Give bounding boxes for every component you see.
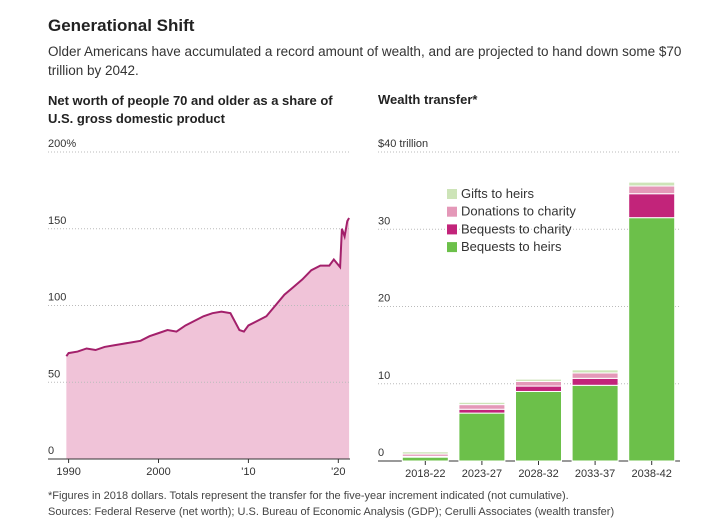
bar-segment bbox=[458, 408, 506, 414]
y-tick-label: 20 bbox=[378, 293, 390, 305]
y-tick-label: 150 bbox=[48, 215, 66, 227]
subtitle: Older Americans have accumulated a recor… bbox=[48, 44, 682, 78]
bar-segment bbox=[515, 390, 562, 462]
bar-segment bbox=[458, 412, 506, 462]
legend-swatch bbox=[447, 189, 457, 199]
bar-segment bbox=[571, 369, 619, 374]
title: Generational Shift bbox=[48, 16, 195, 35]
bar-segment bbox=[515, 380, 562, 387]
area bbox=[66, 218, 350, 459]
left-chart-title: Net worth of people 70 and older as a sh… bbox=[48, 93, 333, 126]
y-tick-label: 10 bbox=[378, 370, 390, 382]
x-tick-label: 2033-37 bbox=[575, 468, 615, 480]
bar-segment bbox=[628, 181, 676, 187]
bar-segment bbox=[401, 451, 449, 455]
bar-segment bbox=[458, 401, 506, 406]
bar-segment bbox=[515, 385, 562, 392]
legend-swatch bbox=[447, 242, 457, 253]
x-tick-label: '10 bbox=[241, 466, 255, 478]
right-chart-title: Wealth transfer* bbox=[378, 92, 478, 107]
source: Sources: Federal Reserve (net worth); U.… bbox=[48, 506, 615, 518]
bar-segment bbox=[515, 378, 562, 382]
bar-segment bbox=[571, 372, 619, 379]
x-tick-label: 2000 bbox=[146, 466, 170, 478]
legend-label: Gifts to heirs bbox=[461, 186, 534, 201]
legend-swatch bbox=[447, 224, 457, 235]
bar-segment bbox=[401, 456, 449, 462]
line bbox=[65, 217, 350, 357]
x-tick-label: 2028-32 bbox=[518, 468, 558, 480]
y-tick-label: 30 bbox=[378, 215, 390, 227]
y-tick-label: $40 trillion bbox=[378, 138, 428, 150]
legend-label: Bequests to charity bbox=[461, 221, 572, 236]
y-tick-label: 0 bbox=[48, 445, 54, 457]
x-tick-label: 1990 bbox=[56, 466, 80, 478]
footnote: *Figures in 2018 dollars. Totals represe… bbox=[48, 490, 569, 502]
x-tick-label: '20 bbox=[331, 466, 345, 478]
x-tick-label: 2018-22 bbox=[405, 468, 445, 480]
y-tick-label: 100 bbox=[48, 292, 66, 304]
bar-segment bbox=[628, 185, 676, 195]
bar-segment bbox=[628, 193, 676, 219]
y-tick-label: 0 bbox=[378, 447, 384, 459]
bar-segment bbox=[571, 384, 619, 462]
bar-segment bbox=[571, 377, 619, 386]
legend-label: Bequests to heirs bbox=[461, 239, 562, 254]
y-tick-label: 200% bbox=[48, 138, 76, 150]
bar-segment bbox=[458, 404, 506, 410]
y-tick-label: 50 bbox=[48, 368, 60, 380]
legend-label: Donations to charity bbox=[461, 204, 576, 219]
bar-segment bbox=[628, 217, 676, 462]
legend-swatch bbox=[447, 206, 457, 217]
x-tick-label: 2023-27 bbox=[462, 468, 502, 480]
x-tick-label: 2038-42 bbox=[632, 468, 672, 480]
